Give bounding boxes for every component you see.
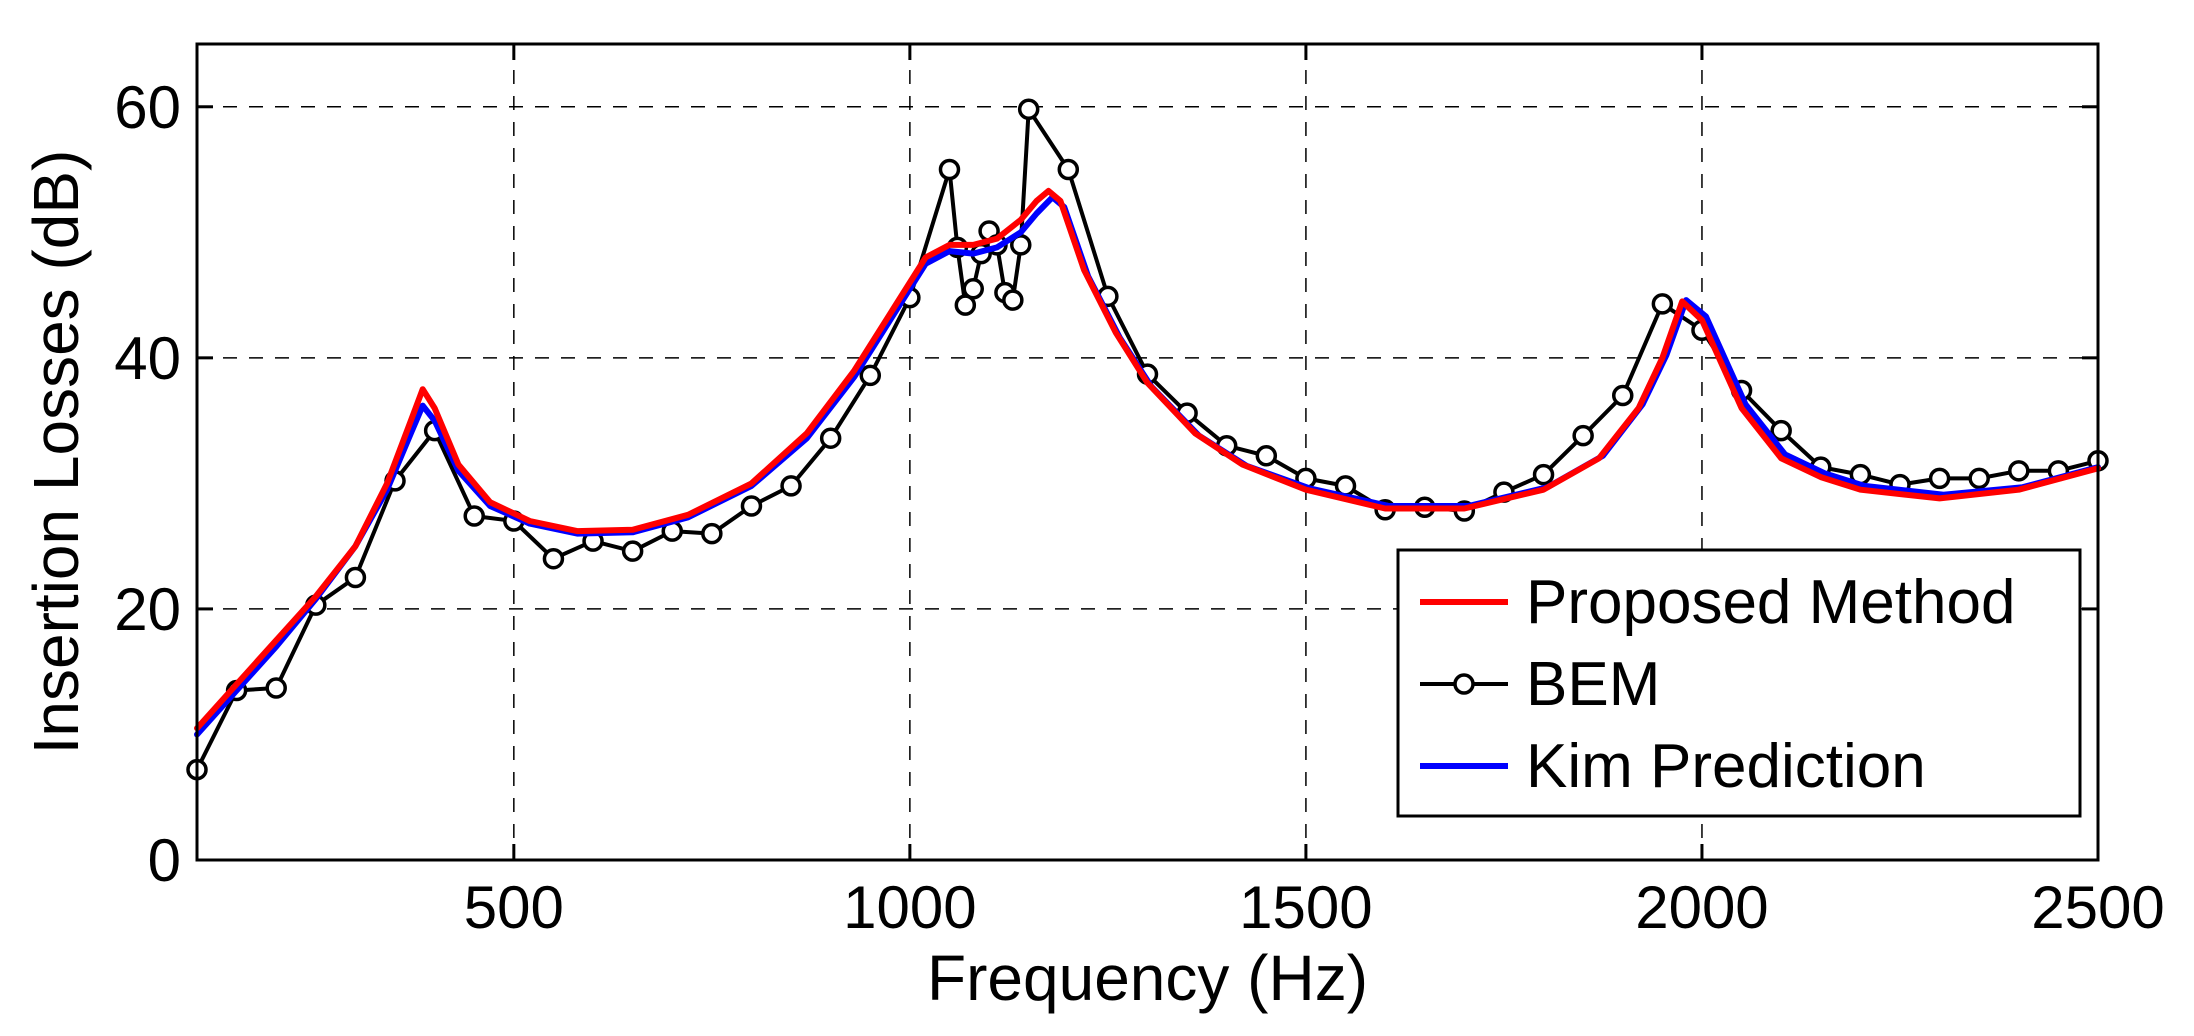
legend-label-kim-prediction: Kim Prediction	[1526, 732, 1926, 801]
data-point-bem	[938, 158, 961, 181]
x-tick-label: 1500	[1239, 874, 1372, 941]
y-tick-label: 20	[114, 576, 181, 643]
y-tick-label: 60	[114, 74, 181, 141]
y-tick-label: 0	[148, 827, 181, 894]
data-point-bem	[962, 278, 984, 300]
series-group	[186, 98, 2109, 781]
data-point-bem	[265, 677, 287, 699]
data-point-bem	[621, 540, 644, 562]
data-point-bem	[1612, 384, 1634, 407]
legend-label-proposed-method: Proposed Method	[1526, 568, 2015, 637]
data-point-bem	[1017, 98, 1040, 121]
x-tick-label: 2500	[2031, 874, 2164, 941]
data-point-bem	[859, 364, 882, 387]
data-point-bem	[1532, 463, 1555, 486]
data-point-bem	[701, 522, 723, 545]
data-point-bem	[2008, 460, 2030, 482]
data-point-bem	[780, 475, 802, 497]
data-point-bem	[740, 495, 763, 517]
plot-frame	[195, 42, 2100, 862]
data-point-bem	[1002, 289, 1024, 311]
data-point-bem	[1968, 467, 1990, 490]
series-line-kim-prediction	[194, 194, 2101, 738]
data-point-bem	[542, 547, 565, 570]
data-point-bem	[1057, 158, 1080, 181]
x-axis-title: Frequency (Hz)	[927, 942, 1368, 1014]
x-tick-label: 1000	[843, 874, 976, 941]
data-point-bem	[1255, 445, 1278, 467]
data-point-bem	[1572, 424, 1594, 447]
data-point-bem	[1770, 419, 1792, 442]
data-point-bem	[819, 427, 842, 449]
data-point-bem	[463, 505, 485, 527]
legend-label-bem: BEM	[1526, 650, 1660, 719]
data-point-bem	[344, 566, 367, 589]
axis-ticks: 500 1000 1500 2000 2500 0 20 40 60	[114, 44, 2165, 941]
y-tick-label: 40	[114, 325, 181, 392]
y-axis-title: Insertion Losses (dB)	[20, 150, 92, 755]
legend: Proposed Method BEM Kim Prediction	[1396, 548, 2082, 818]
data-point-bem	[1928, 467, 1951, 490]
series-line-proposed-method	[194, 187, 2101, 732]
x-tick-label: 500	[464, 874, 564, 941]
legend-marker-bem	[1453, 673, 1475, 695]
legend-box	[1396, 548, 2082, 818]
x-tick-label: 2000	[1635, 874, 1768, 941]
data-point-bem	[954, 294, 977, 316]
data-point-bem	[1651, 293, 1674, 315]
